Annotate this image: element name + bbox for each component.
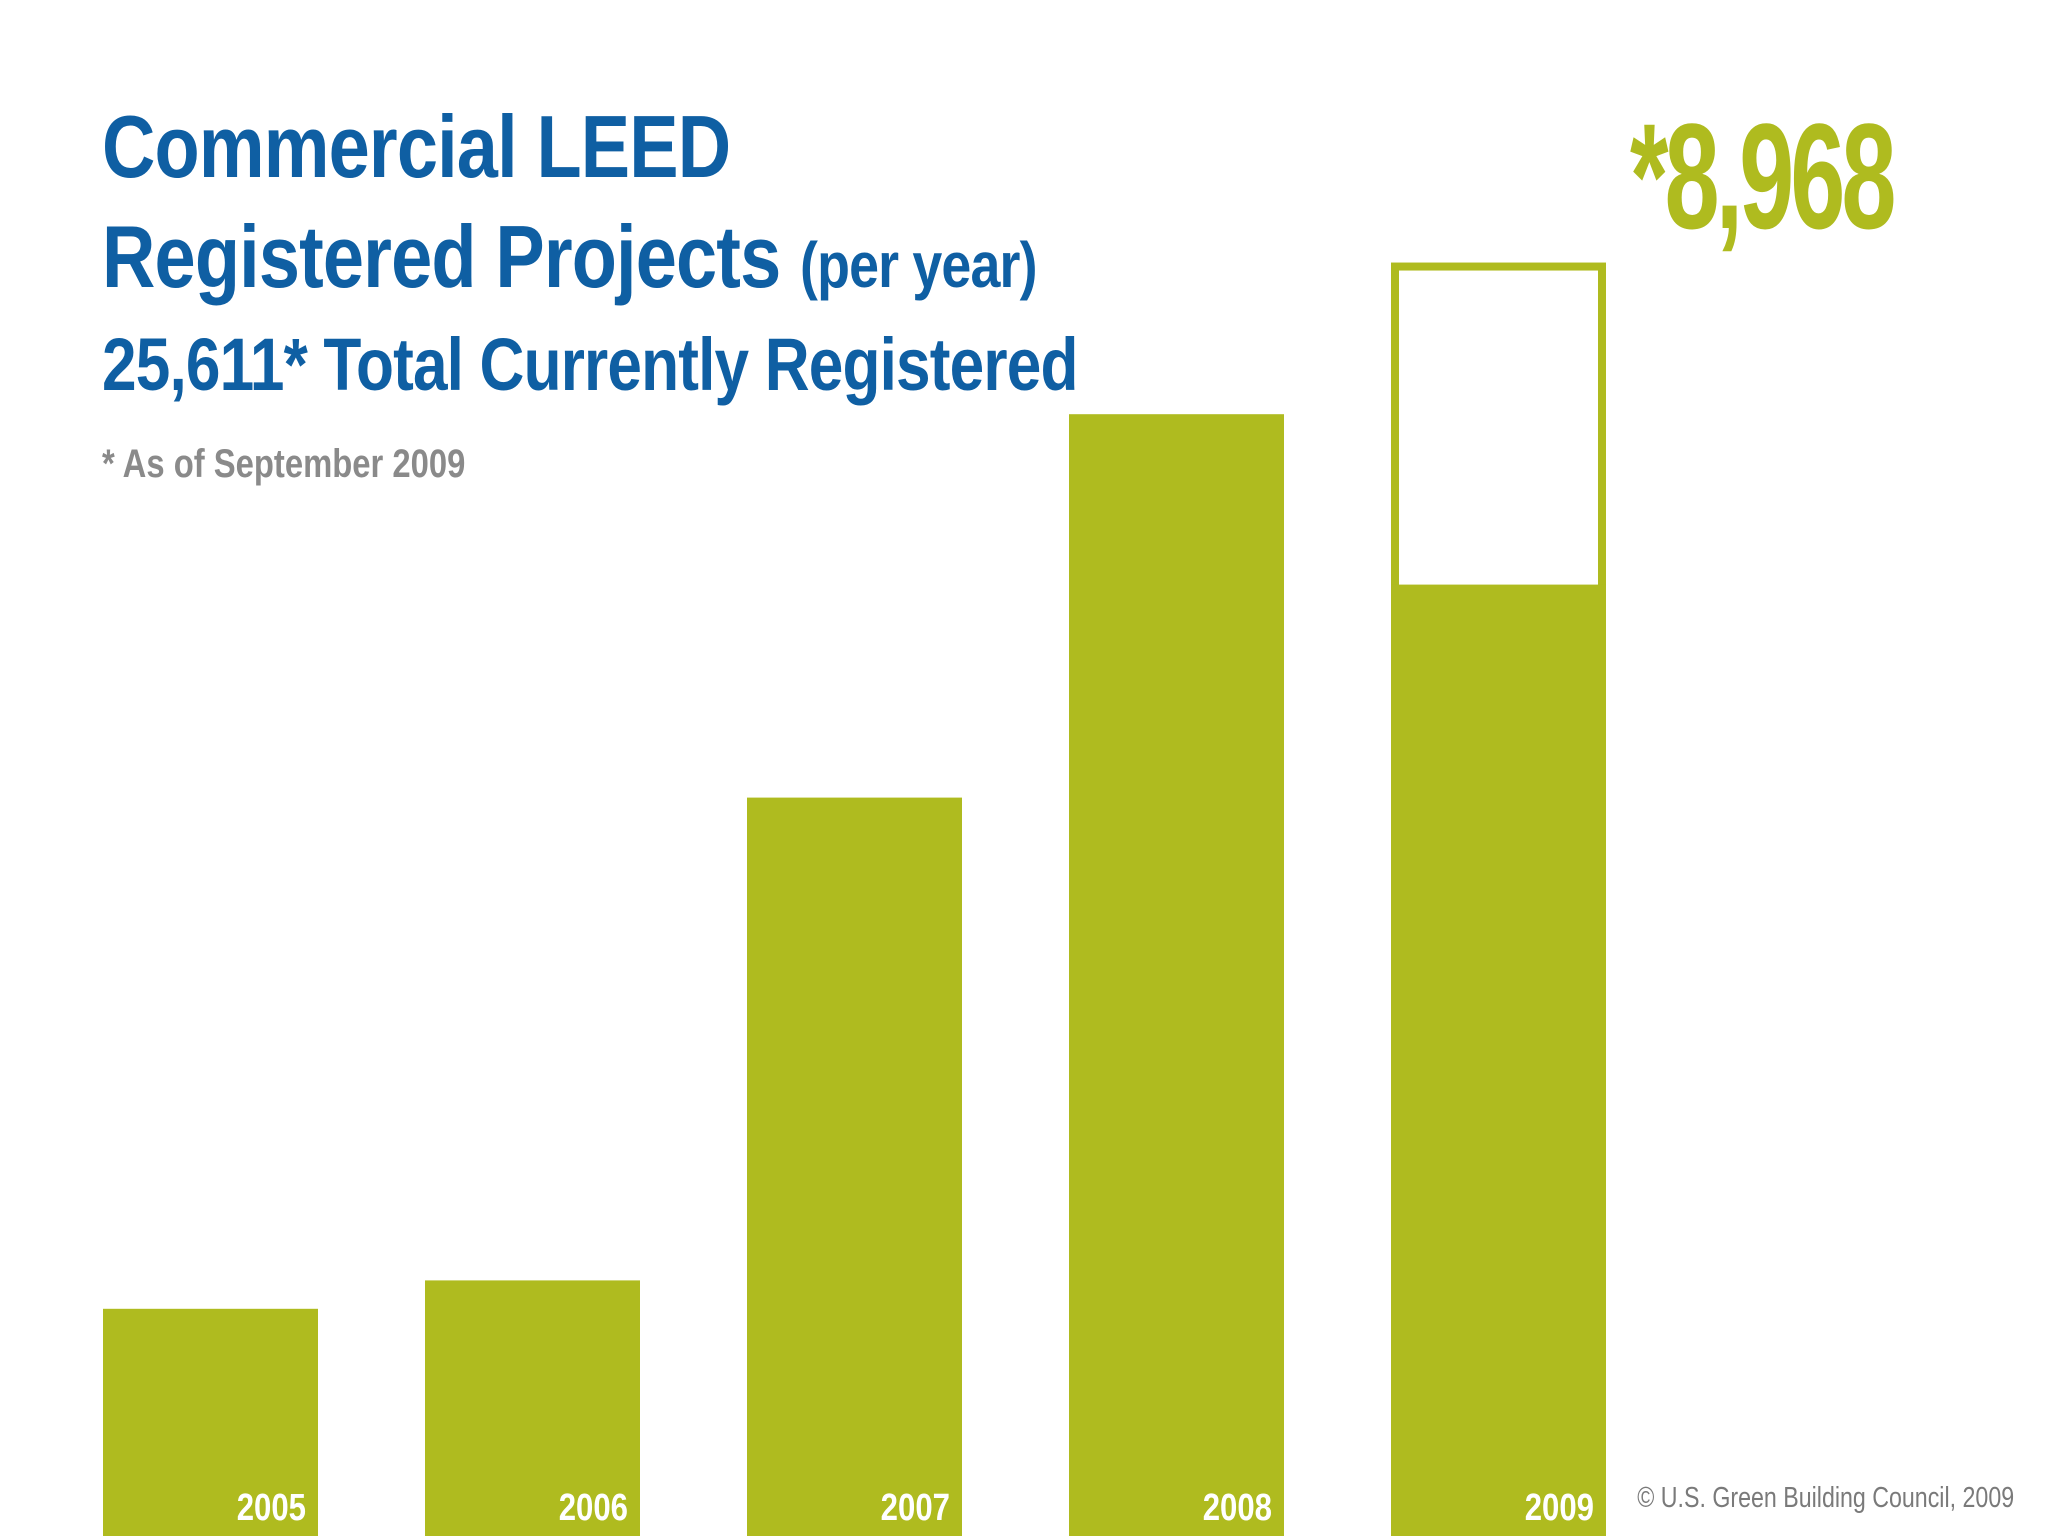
chart-title-line-2: Registered Projects (per year) [102,206,1037,308]
bar-projected-2009 [1391,262,1606,601]
subtitle-text: 25,611* Total Currently Registered [102,323,1078,406]
title-line-2-suffix: (per year) [800,229,1037,301]
bar-2007 [747,797,962,1536]
bar-2005 [103,1308,318,1536]
bar-2009 [1391,584,1606,1536]
copyright-notice: © U.S. Green Building Council, 2009 [1637,1482,2014,1514]
x-tick-label-2005: 2005 [237,1487,306,1529]
bar-2006 [425,1280,640,1536]
total-annotation-label: *8,968 [1630,92,1894,260]
bar-2008 [1069,414,1284,1536]
chart-footnote: * As of September 2009 [102,442,466,486]
x-tick-label-2008: 2008 [1203,1487,1272,1529]
x-tick-label-2006: 2006 [559,1487,628,1529]
x-tick-label-2009: 2009 [1525,1487,1594,1529]
title-line-1-text: Commercial LEED [102,97,731,196]
chart-subtitle: 25,611* Total Currently Registered [102,322,1078,407]
x-tick-label-2007: 2007 [881,1487,950,1529]
chart-title-line-1: Commercial LEED [102,96,731,198]
title-line-2-main: Registered Projects [102,207,781,306]
